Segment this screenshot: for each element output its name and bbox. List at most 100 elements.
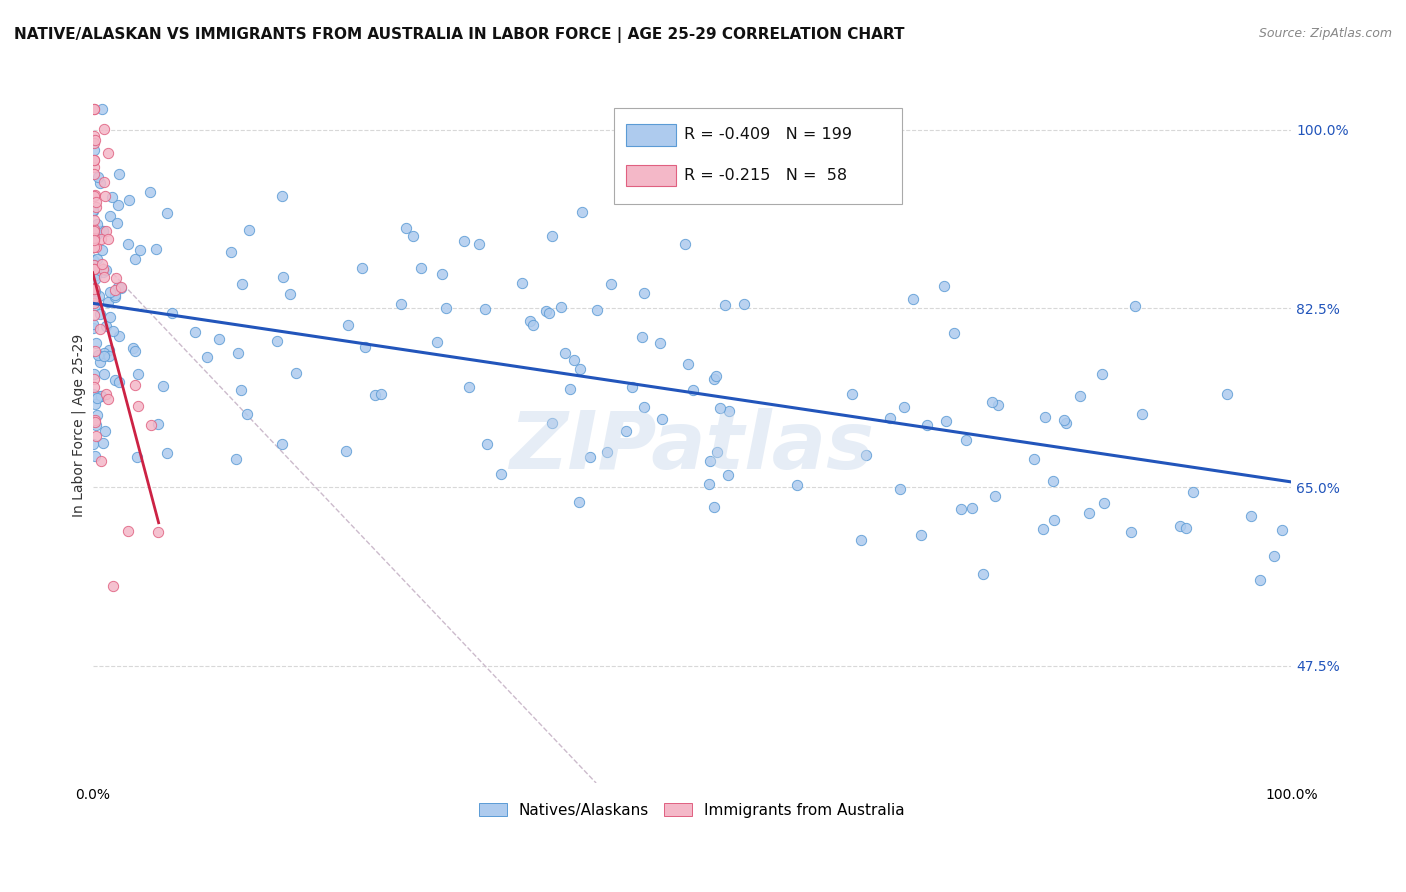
Point <box>596 445 619 459</box>
Point <box>949 502 972 516</box>
Point <box>562 353 585 368</box>
Point <box>94 318 117 333</box>
Point <box>83 308 105 322</box>
Point <box>83 240 105 254</box>
Point <box>108 167 131 181</box>
Point <box>841 386 863 401</box>
Point <box>84 429 107 443</box>
Point <box>91 224 114 238</box>
Point <box>107 216 129 230</box>
Point <box>682 383 704 397</box>
Point <box>600 277 623 291</box>
Point <box>879 410 901 425</box>
Point <box>83 262 105 277</box>
Text: NATIVE/ALASKAN VS IMMIGRANTS FROM AUSTRALIA IN LABOR FORCE | AGE 25-29 CORRELATI: NATIVE/ALASKAN VS IMMIGRANTS FROM AUSTRA… <box>14 27 904 43</box>
Point <box>910 528 932 542</box>
Point <box>97 295 120 310</box>
Point <box>160 306 183 320</box>
Point <box>83 344 105 359</box>
Point <box>980 395 1002 409</box>
Point <box>83 213 105 227</box>
Point <box>83 233 105 247</box>
Point <box>651 412 673 426</box>
Point <box>127 400 149 414</box>
Point <box>706 445 728 459</box>
Point <box>101 578 124 592</box>
FancyBboxPatch shape <box>614 108 901 204</box>
Point <box>1168 518 1191 533</box>
Point <box>152 379 174 393</box>
Point <box>84 187 107 202</box>
Point <box>733 297 755 311</box>
Point <box>84 388 107 402</box>
Point <box>633 400 655 414</box>
Point <box>146 417 169 432</box>
Point <box>84 298 107 312</box>
Point <box>510 276 533 290</box>
Point <box>893 400 915 414</box>
Point <box>271 269 294 284</box>
Point <box>219 245 242 260</box>
Point <box>411 261 433 276</box>
Point <box>477 437 499 451</box>
Point <box>83 258 105 272</box>
Point <box>238 223 260 237</box>
Point <box>370 387 392 401</box>
Point <box>1069 389 1091 403</box>
Point <box>560 383 582 397</box>
Point <box>278 287 301 301</box>
Point <box>697 477 720 491</box>
Point <box>786 477 808 491</box>
Point <box>1119 524 1142 539</box>
Point <box>83 222 105 236</box>
Point <box>89 307 111 321</box>
Point <box>83 397 105 411</box>
Point <box>1053 413 1076 427</box>
Point <box>122 341 145 355</box>
Point <box>87 170 110 185</box>
Point <box>90 103 112 117</box>
FancyBboxPatch shape <box>626 165 676 186</box>
Point <box>714 297 737 311</box>
Point <box>395 221 418 235</box>
Point <box>1091 367 1114 381</box>
Point <box>568 495 591 509</box>
Point <box>108 328 131 343</box>
FancyBboxPatch shape <box>626 124 676 145</box>
Point <box>98 310 121 324</box>
Point <box>1130 408 1153 422</box>
Point <box>889 482 911 496</box>
Point <box>83 153 105 168</box>
Point <box>83 380 105 394</box>
Point <box>82 203 104 218</box>
Point <box>89 321 111 335</box>
Point <box>82 223 104 237</box>
Point <box>1054 416 1077 430</box>
Point <box>148 524 170 539</box>
Point <box>97 232 120 246</box>
Point <box>184 325 207 339</box>
Point <box>1042 475 1064 489</box>
Point <box>90 232 112 246</box>
Point <box>1078 506 1101 520</box>
Point <box>699 453 721 467</box>
Point <box>266 334 288 348</box>
Point <box>208 332 231 346</box>
Point <box>91 435 114 450</box>
Point <box>98 285 121 299</box>
Point <box>83 153 105 167</box>
Point <box>673 236 696 251</box>
Point <box>1271 523 1294 537</box>
Point <box>901 292 924 306</box>
Point <box>83 189 105 203</box>
Point <box>195 350 218 364</box>
Point <box>83 292 105 306</box>
Point <box>83 262 105 277</box>
Point <box>91 265 114 279</box>
Point <box>94 424 117 438</box>
Point <box>229 383 252 397</box>
Point <box>717 468 740 483</box>
Point <box>83 103 105 117</box>
Point <box>633 286 655 301</box>
Point <box>93 175 115 189</box>
